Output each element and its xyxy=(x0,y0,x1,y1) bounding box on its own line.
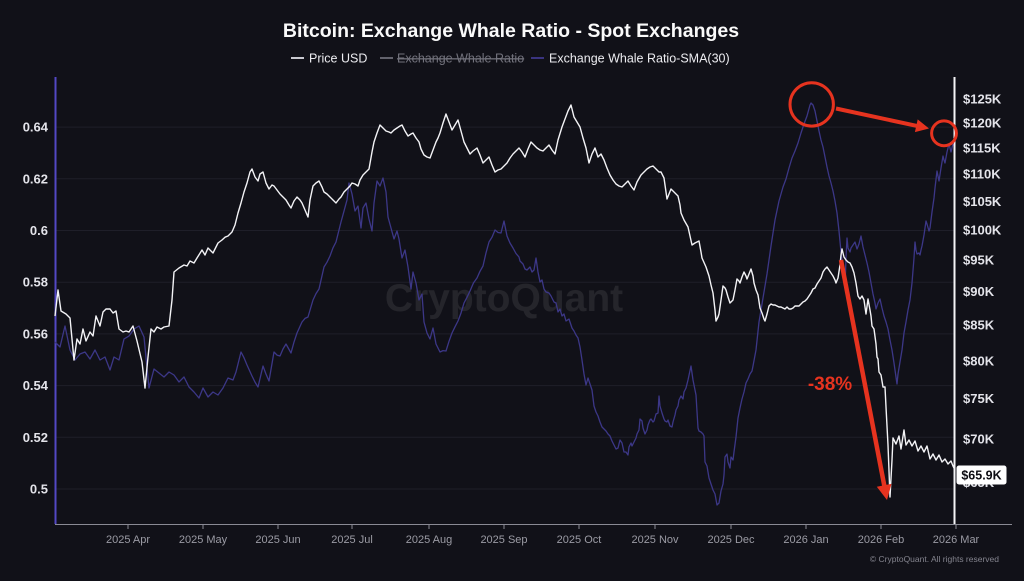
svg-text:2025 Nov: 2025 Nov xyxy=(631,534,679,546)
svg-text:Price USD: Price USD xyxy=(309,52,367,66)
svg-text:$100K: $100K xyxy=(963,222,1002,237)
svg-text:Bitcoin: Exchange Whale Ratio: Bitcoin: Exchange Whale Ratio - Spot Exc… xyxy=(283,20,739,42)
svg-text:$115K: $115K xyxy=(963,141,1001,156)
svg-text:$85K: $85K xyxy=(963,318,995,333)
svg-text:0.54: 0.54 xyxy=(23,378,49,393)
svg-text:Exchange Whale Ratio: Exchange Whale Ratio xyxy=(397,52,524,66)
svg-text:2026 Mar: 2026 Mar xyxy=(933,534,980,546)
svg-text:2026 Feb: 2026 Feb xyxy=(858,534,904,546)
svg-text:0.52: 0.52 xyxy=(23,430,48,445)
svg-text:$110K: $110K xyxy=(963,167,1001,182)
svg-text:$125K: $125K xyxy=(963,92,1002,107)
svg-text:2025 Jun: 2025 Jun xyxy=(255,534,300,546)
svg-text:$120K: $120K xyxy=(963,116,1002,131)
svg-text:2025 May: 2025 May xyxy=(179,534,228,546)
svg-text:$80K: $80K xyxy=(963,353,995,368)
svg-text:$65.9K: $65.9K xyxy=(961,469,1001,483)
svg-text:0.6: 0.6 xyxy=(30,223,48,238)
svg-text:2026 Jan: 2026 Jan xyxy=(783,534,828,546)
svg-text:$95K: $95K xyxy=(963,253,995,268)
svg-text:0.58: 0.58 xyxy=(23,275,48,290)
svg-text:$90K: $90K xyxy=(963,284,995,299)
svg-text:2025 Apr: 2025 Apr xyxy=(106,534,150,546)
svg-text:$75K: $75K xyxy=(963,391,995,406)
svg-text:2025 Aug: 2025 Aug xyxy=(406,534,453,546)
svg-text:2025 Sep: 2025 Sep xyxy=(480,534,527,546)
svg-text:2025 Oct: 2025 Oct xyxy=(557,534,602,546)
svg-text:Exchange Whale Ratio-SMA(30): Exchange Whale Ratio-SMA(30) xyxy=(549,52,730,66)
svg-text:2025 Jul: 2025 Jul xyxy=(331,534,373,546)
svg-text:2025 Dec: 2025 Dec xyxy=(707,534,755,546)
svg-text:0.56: 0.56 xyxy=(23,326,48,341)
svg-text:0.5: 0.5 xyxy=(30,482,48,497)
svg-text:0.64: 0.64 xyxy=(23,120,49,135)
svg-text:$105K: $105K xyxy=(963,194,1002,209)
svg-text:0.62: 0.62 xyxy=(23,171,48,186)
svg-text:$70K: $70K xyxy=(963,432,995,447)
svg-text:-38%: -38% xyxy=(808,374,852,395)
svg-text:CryptoQuant: CryptoQuant xyxy=(385,277,623,320)
svg-text:© CryptoQuant. All rights rese: © CryptoQuant. All rights reserved xyxy=(870,554,999,564)
